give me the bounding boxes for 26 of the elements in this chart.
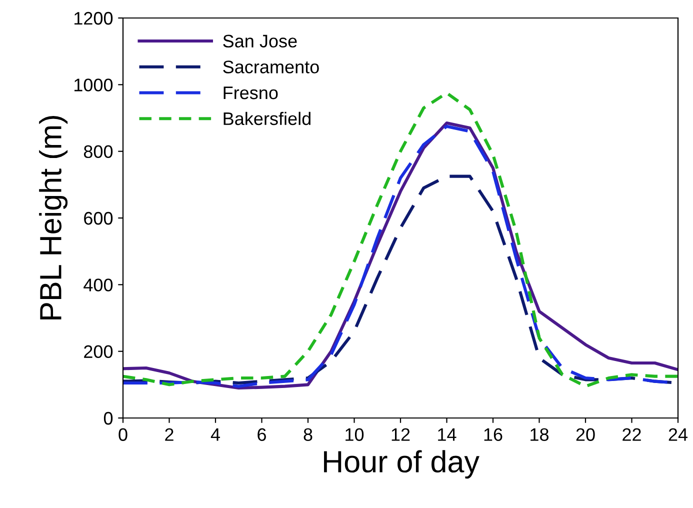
y-tick-label: 0 [104, 412, 113, 425]
y-tick-label: 400 [84, 278, 113, 292]
x-tick-label: 10 [346, 428, 364, 441]
y-tick-label: 600 [84, 212, 113, 225]
x-tick-label: 18 [530, 428, 549, 441]
legend-label: San Jose [223, 34, 297, 48]
legend-label: Bakersfield [224, 112, 310, 126]
y-axis-title: PBL Height (m) [39, 116, 68, 320]
x-tick-label: 22 [622, 428, 641, 441]
x-tick-label: 8 [304, 428, 312, 441]
x-tick-label: 6 [258, 428, 266, 441]
x-tick-label: 16 [484, 428, 502, 441]
x-tick-label: 14 [438, 428, 456, 441]
y-tick-label: 1200 [74, 12, 113, 25]
x-tick-label: 2 [165, 428, 174, 441]
x-tick-label: 24 [668, 428, 688, 441]
y-tick-label: 200 [84, 345, 113, 358]
x-tick-label: 12 [392, 428, 410, 441]
legend-label: Sacramento [223, 60, 319, 74]
x-tick-label: 4 [210, 428, 220, 441]
x-tick-label: 0 [118, 428, 128, 441]
legend-label: Fresno [224, 86, 278, 100]
y-tick-label: 800 [84, 145, 113, 158]
y-tick-label: 1000 [74, 78, 113, 92]
x-axis-title: Hour of day [324, 450, 480, 479]
x-tick-label: 20 [576, 428, 595, 441]
